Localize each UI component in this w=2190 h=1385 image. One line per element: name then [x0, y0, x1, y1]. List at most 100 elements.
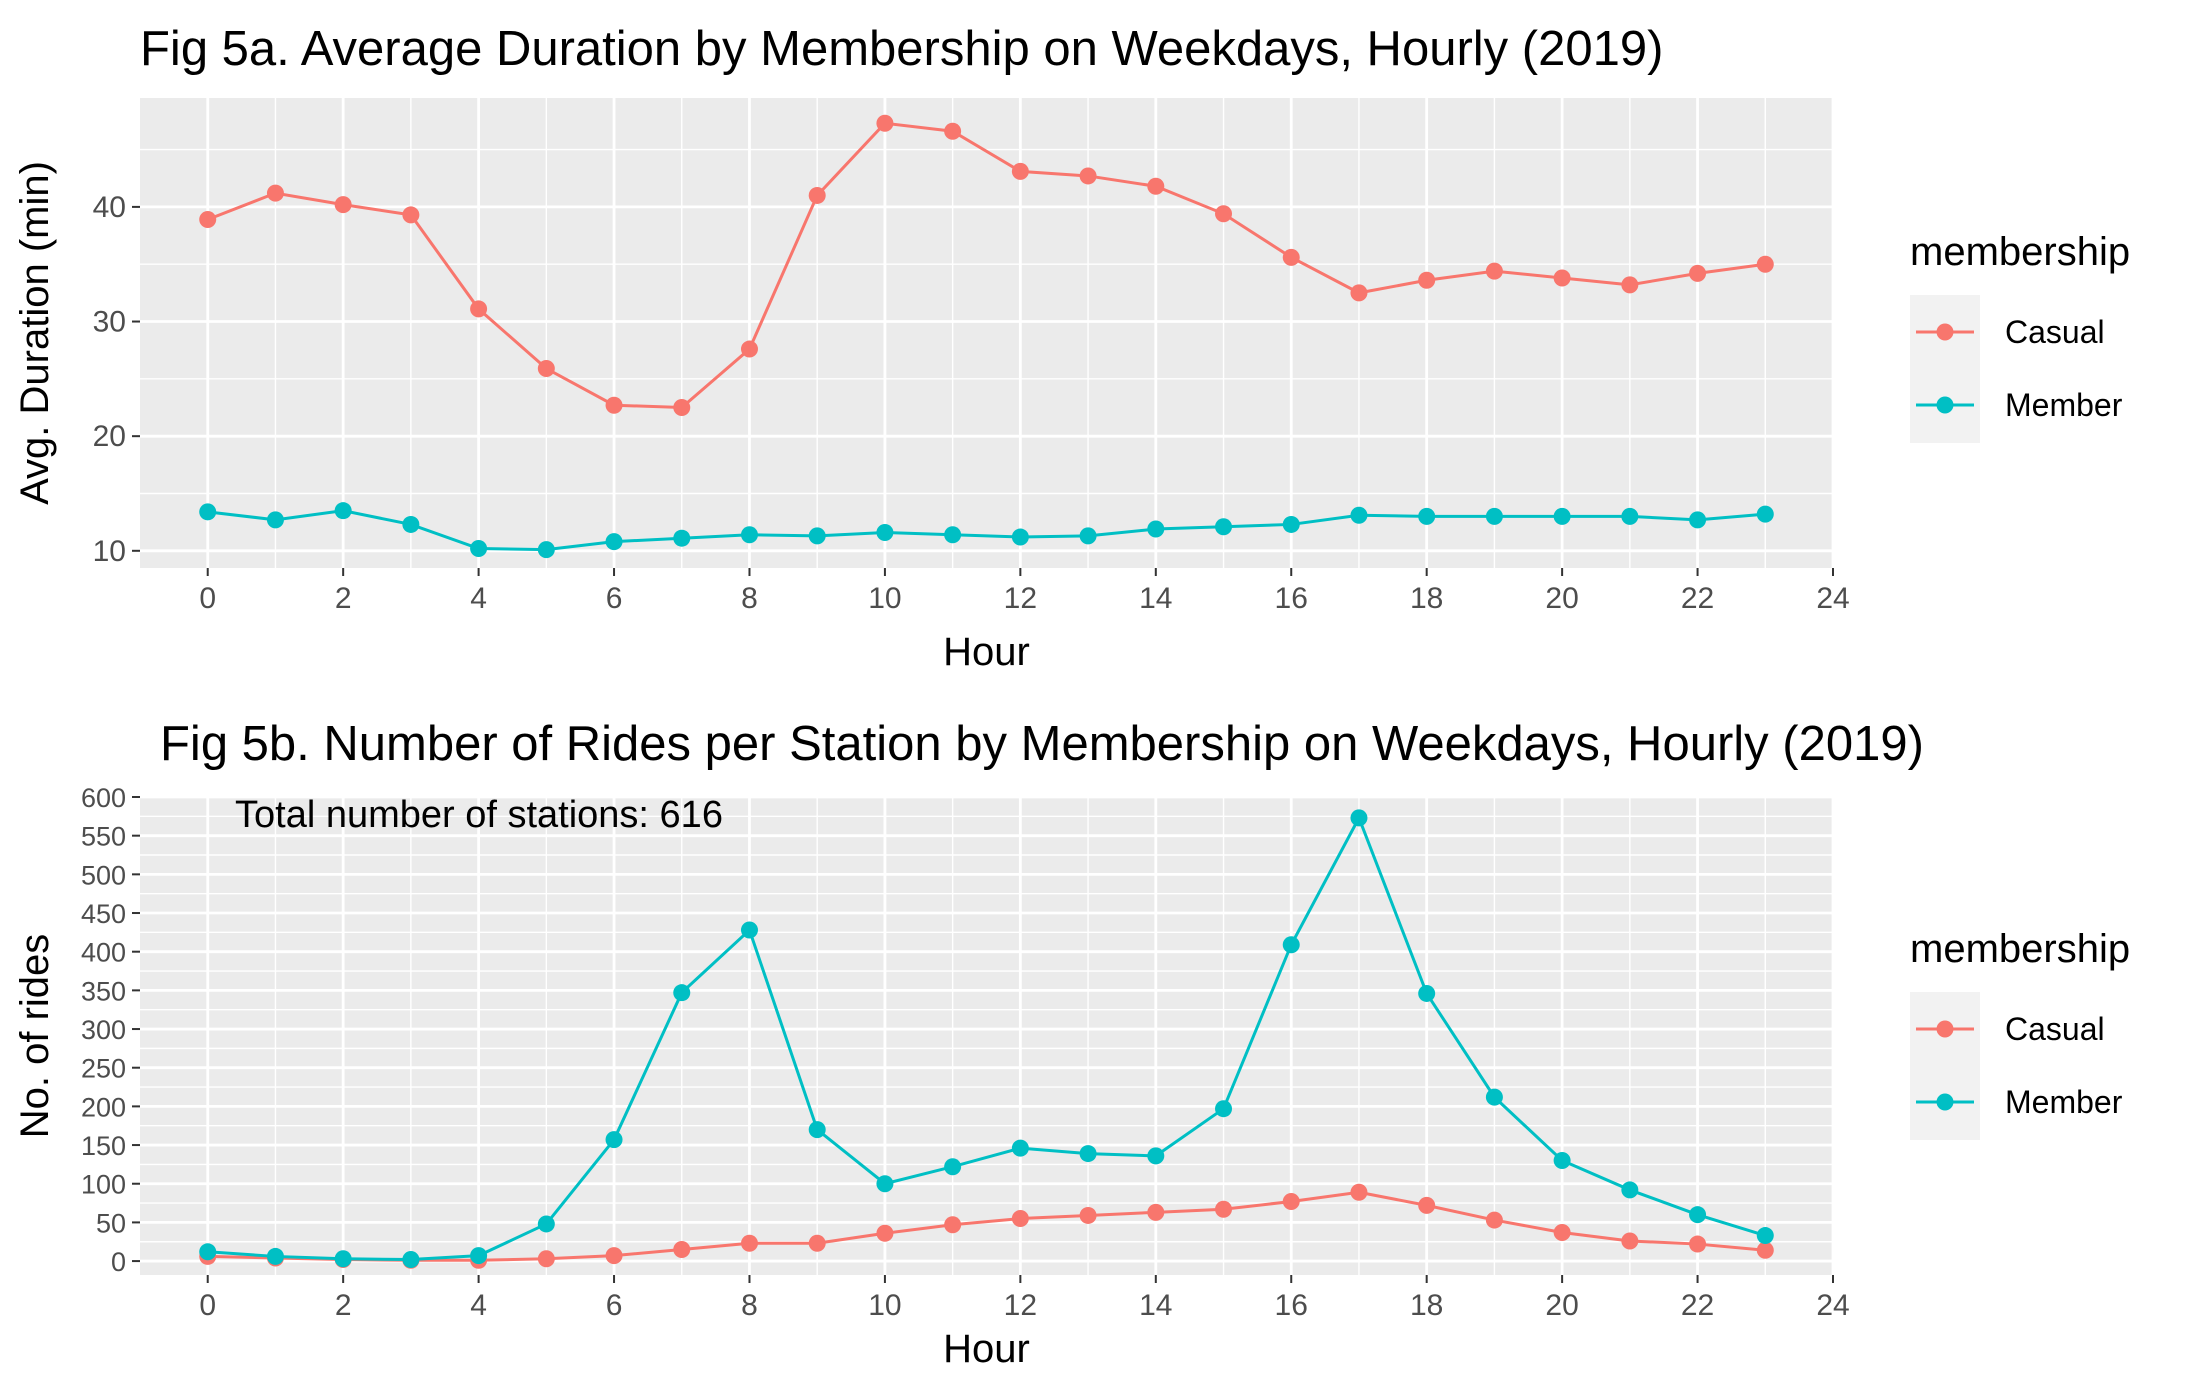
data-point-casual — [402, 206, 420, 224]
x-axis-title: Hour — [943, 1327, 1030, 1371]
x-tick-label: 8 — [741, 1289, 758, 1322]
data-point-member — [1621, 507, 1639, 525]
data-point-member — [605, 533, 623, 551]
legend-label-casual: Casual — [2005, 314, 2105, 350]
x-tick-label: 24 — [1816, 582, 1849, 615]
y-axis-title: No. of rides — [13, 934, 57, 1139]
x-tick-label: 12 — [1004, 1289, 1037, 1322]
series-member — [199, 809, 1774, 1269]
x-tick-label: 8 — [741, 582, 758, 615]
data-point-casual — [1011, 1210, 1029, 1228]
data-point-casual — [808, 1234, 826, 1252]
plot-panel — [140, 797, 1833, 1275]
x-tick-label: 2 — [335, 1289, 352, 1322]
x-tick-label: 22 — [1681, 582, 1714, 615]
y-tick-label: 50 — [96, 1208, 126, 1238]
data-point-casual — [1485, 1211, 1503, 1229]
y-tick-label: 200 — [81, 1092, 126, 1122]
data-point-member — [537, 1215, 555, 1233]
y-tick-label: 550 — [81, 822, 126, 852]
legend-key-background — [1910, 295, 1980, 443]
data-point-casual — [1553, 1223, 1571, 1241]
data-point-casual — [1215, 1200, 1233, 1218]
data-point-casual — [876, 114, 894, 132]
data-point-casual — [605, 1247, 623, 1265]
data-point-casual — [944, 1216, 962, 1234]
data-point-member — [1485, 507, 1503, 525]
data-point-casual — [1485, 262, 1503, 280]
x-tick-label: 20 — [1545, 582, 1578, 615]
legend: membership Casual Member — [1910, 927, 2130, 1140]
data-point-member — [944, 526, 962, 544]
x-tick-label: 10 — [868, 582, 901, 615]
x-tick-label: 12 — [1004, 582, 1037, 615]
data-point-casual — [808, 186, 826, 204]
data-point-casual — [199, 211, 217, 229]
data-point-member — [1553, 1152, 1571, 1170]
data-point-casual — [1147, 177, 1165, 195]
x-tick-label: 16 — [1275, 582, 1308, 615]
data-point-casual — [1689, 264, 1707, 282]
series-line-casual — [207, 121, 1766, 410]
data-point-member — [673, 984, 691, 1002]
legend: membership Casual Member — [1910, 230, 2130, 443]
data-point-casual — [673, 399, 691, 417]
y-axis-title: Avg. Duration (min) — [13, 161, 57, 505]
data-point-casual — [334, 196, 352, 214]
data-point-casual — [1418, 271, 1436, 289]
legend-title: membership — [1910, 927, 2130, 971]
data-point-member — [1079, 527, 1097, 545]
x-tick-label: 10 — [868, 1289, 901, 1322]
x-tick-label: 14 — [1139, 1289, 1172, 1322]
legend-key-point — [1936, 396, 1954, 414]
data-point-member — [1011, 528, 1029, 546]
series-line-casual — [207, 1190, 1766, 1262]
x-axis-title: Hour — [943, 630, 1030, 674]
data-point-casual — [537, 1250, 555, 1268]
legend-key-point — [1936, 1020, 1954, 1038]
x-tick-label: 20 — [1545, 1289, 1578, 1322]
x-tick-label: 0 — [199, 1289, 216, 1322]
y-tick-label: 20 — [93, 420, 126, 453]
data-point-casual — [1621, 1232, 1639, 1250]
data-point-member — [1282, 936, 1300, 954]
data-point-member — [470, 1247, 488, 1265]
data-point-member — [1215, 518, 1233, 536]
data-point-casual — [740, 340, 758, 358]
legend-key-background — [1910, 992, 1980, 1140]
data-point-member — [808, 527, 826, 545]
data-point-casual — [1350, 284, 1368, 302]
data-point-member — [1350, 809, 1368, 827]
data-point-member — [1418, 984, 1436, 1002]
data-point-member — [334, 1250, 352, 1268]
x-tick-label: 6 — [606, 1289, 623, 1322]
data-point-member — [876, 523, 894, 541]
data-point-casual — [1756, 1241, 1774, 1259]
legend-key-point — [1936, 1093, 1954, 1111]
data-point-casual — [876, 1224, 894, 1242]
data-point-member — [266, 1247, 284, 1265]
y-tick-label: 40 — [93, 191, 126, 224]
x-tick-label: 2 — [335, 582, 352, 615]
legend-key-point — [1936, 323, 1954, 341]
y-tick-label: 100 — [81, 1170, 126, 1200]
data-point-member — [537, 541, 555, 559]
x-tick-label: 4 — [470, 1289, 487, 1322]
y-tick-label: 600 — [81, 783, 126, 813]
data-point-casual — [944, 122, 962, 140]
series-casual — [199, 114, 1774, 417]
data-point-member — [1689, 1206, 1707, 1224]
chart-panel-1: Fig 5a. Average Duration by Membership o… — [13, 22, 2130, 674]
data-point-member — [1756, 1227, 1774, 1245]
legend-label-casual: Casual — [2005, 1011, 2105, 1047]
data-point-member — [1011, 1139, 1029, 1157]
data-point-casual — [673, 1240, 691, 1258]
y-tick-label: 350 — [81, 976, 126, 1006]
data-point-member — [1215, 1100, 1233, 1118]
data-point-casual — [1350, 1183, 1368, 1201]
data-point-member — [1553, 507, 1571, 525]
data-point-member — [673, 529, 691, 547]
data-point-member — [1147, 520, 1165, 538]
data-point-casual — [740, 1234, 758, 1252]
